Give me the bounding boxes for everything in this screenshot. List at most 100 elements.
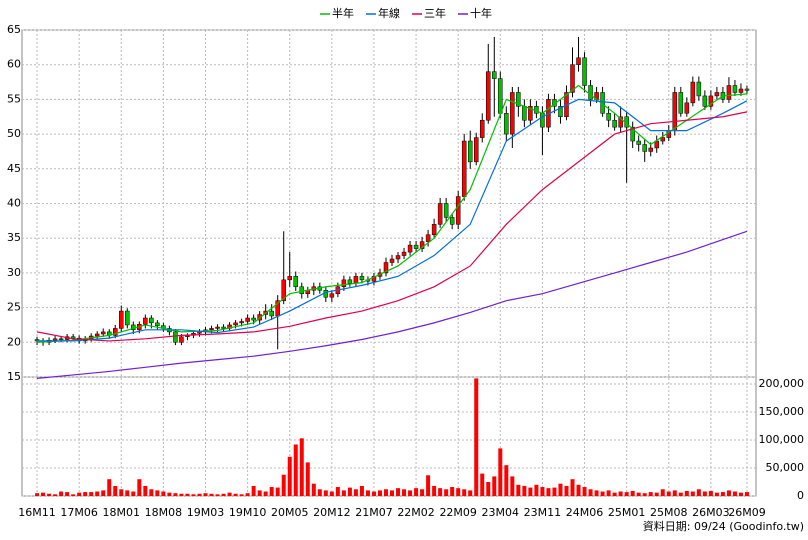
volume-bar [371,491,376,496]
volume-bar [666,491,671,496]
candle-body [221,326,226,329]
volume-bar [444,489,449,496]
candle-body [347,279,353,284]
y2-tick-label: 200,000 [759,377,805,390]
x-tick-label: 22M02 [397,506,435,519]
candle-body [329,293,335,298]
volume-bar [59,491,64,496]
candle-body [582,57,587,86]
candle-body [431,224,437,235]
y-tick-label: 25 [7,301,21,314]
candle-body [744,88,750,91]
volume-bar [744,492,749,496]
legend-label: 十年 [470,6,492,20]
x-tick-label: 19M10 [229,506,267,519]
volume-bar [510,476,515,496]
candle-body [407,244,413,253]
y-tick-label: 60 [7,58,21,71]
candle-body [455,196,461,225]
candle-body [209,328,214,331]
volume-bar [690,491,695,496]
candle-body [341,279,347,288]
candle-body [419,241,425,249]
volume-bar [672,490,677,496]
candle-body [383,262,389,274]
candle-body [690,81,696,104]
volume-bar [630,490,635,496]
volume-bar [426,475,431,496]
candle-body [696,81,702,97]
volume-bar [738,492,743,496]
volume-bar [125,490,130,496]
candle-body [443,203,449,218]
candle-body [425,234,431,242]
y-tick-label: 15 [7,370,21,383]
candle-body [359,276,365,281]
candle-body [94,333,100,337]
y2-tick-label: 100,000 [759,433,805,446]
candle-body [58,338,64,341]
candle-body [678,92,684,114]
volume-bar [359,485,364,496]
candle-body [293,276,298,288]
volume-bar [600,491,605,496]
volume-bar [269,487,274,496]
y-tick-label: 45 [7,162,21,175]
candle-body [371,276,377,282]
candle-body [612,119,617,128]
volume-bar [636,492,641,496]
volume-bar [624,492,629,496]
ma-line [37,84,748,343]
legend-label: 半年 [332,6,354,20]
volume-bar [191,494,196,496]
volume-bar [456,488,461,496]
volume-bar [642,493,647,496]
candle-body [648,147,653,152]
candle-body [540,113,545,128]
ma-line [37,98,748,342]
volume-bar [353,489,358,496]
volume-bar [41,492,46,496]
candle-body [498,78,503,114]
candle-body [395,255,401,260]
volume-bar [504,465,509,496]
x-tick-label: 16M11 [18,506,56,519]
volume-bar [323,490,328,496]
volume-bar [239,494,244,496]
volume-bar [618,491,623,496]
volume-bar [221,493,226,496]
candle-body [437,203,443,225]
y-tick-label: 30 [7,266,21,279]
volume-bar [275,487,280,496]
candle-body [173,331,178,343]
volume-bar [101,490,106,496]
x-tick-label: 20M05 [271,506,309,519]
volume-bar [528,487,533,496]
volume-bar [708,490,713,496]
candle-body [516,92,521,107]
volume-bar [486,482,491,496]
volume-bar [227,492,232,496]
candle-body [504,113,509,135]
volume-bar [287,456,292,496]
volume-bar [720,492,725,496]
volume-bar [149,489,154,496]
candle-body [714,92,720,97]
volume-bar [678,492,683,496]
x-tick-label: 17M06 [60,506,98,519]
volume-bar [209,493,214,496]
volume-bar [179,493,184,496]
volume-bar [317,489,322,496]
candle-body [660,137,665,142]
ma-line [36,230,748,379]
volume-bar [77,492,82,496]
candle-body [528,106,533,121]
candle-body [119,310,124,329]
candle-body [486,71,491,121]
candle-body [299,286,305,294]
volume-bar [474,378,479,496]
candle-body [143,317,148,325]
legend-label: 年線 [378,6,400,20]
x-tick-label: 23M04 [482,506,520,519]
